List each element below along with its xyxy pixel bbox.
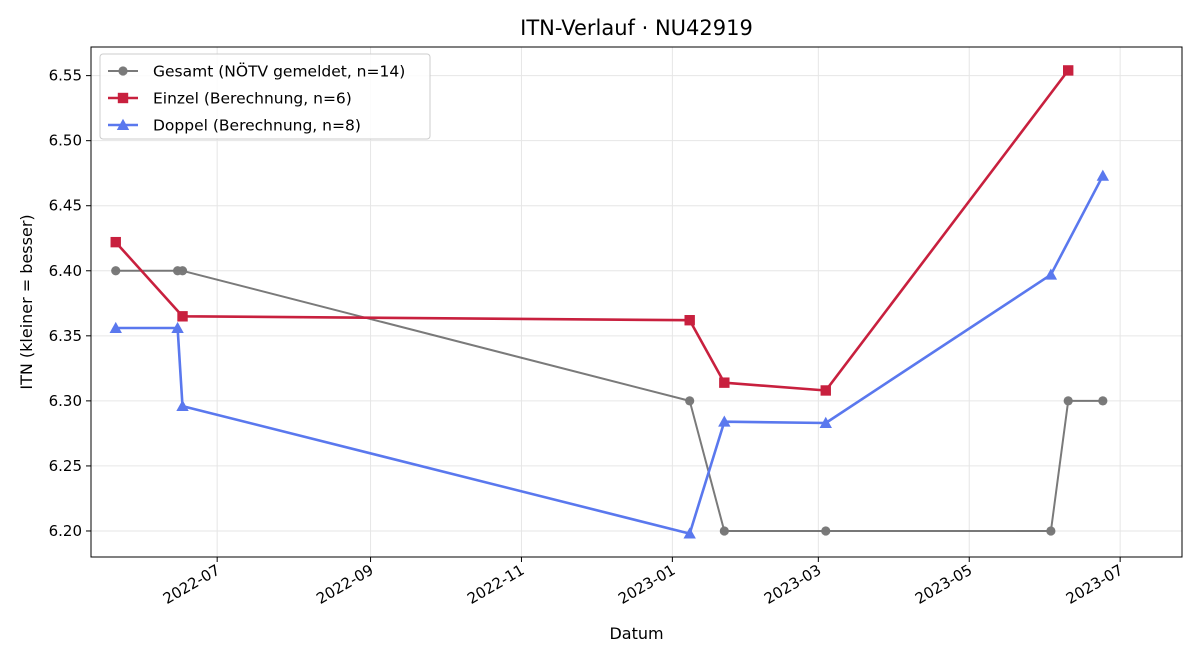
legend-marker xyxy=(118,66,128,76)
data-point xyxy=(719,377,730,388)
legend-label: Gesamt (NÖTV gemeldet, n=14) xyxy=(153,62,405,81)
series-layer xyxy=(109,65,1110,539)
data-point xyxy=(1096,169,1110,181)
data-point xyxy=(176,399,189,412)
y-tick-label: 6.45 xyxy=(49,197,82,215)
legend-marker xyxy=(117,92,129,104)
y-tick-label: 6.35 xyxy=(49,327,82,345)
series-line xyxy=(114,69,1070,392)
legend-label: Doppel (Berechnung, n=8) xyxy=(153,117,361,135)
data-point xyxy=(177,311,188,322)
y-axis: 6.20 6.25 6.30 6.35 6.40 6.45 6.50 6.55 xyxy=(49,67,91,540)
series-circle xyxy=(111,266,1108,536)
data-point xyxy=(684,315,695,326)
data-point xyxy=(821,526,831,536)
legend-box xyxy=(99,53,431,140)
y-tick-label: 6.50 xyxy=(49,132,82,150)
series-square xyxy=(110,65,1074,396)
legend-item xyxy=(108,66,138,76)
y-tick-label: 6.20 xyxy=(49,522,82,540)
legend-item xyxy=(108,92,138,104)
chart-title: ITN-Verlauf · NU42919 xyxy=(520,16,753,40)
data-point xyxy=(1046,526,1056,536)
data-point xyxy=(109,321,122,333)
data-point xyxy=(110,236,121,248)
y-tick-label: 6.40 xyxy=(49,262,82,280)
y-tick-label: 6.25 xyxy=(49,457,82,475)
data-point xyxy=(1044,268,1058,280)
data-point xyxy=(1098,396,1108,406)
plot-frame xyxy=(90,46,1183,558)
x-axis-label: Datum xyxy=(609,624,663,643)
legend-marker xyxy=(116,118,130,130)
legend-item xyxy=(108,118,138,130)
data-point xyxy=(683,527,696,539)
y-axis-label: ITN (kleiner = besser) xyxy=(17,214,36,389)
legend: Gesamt (NÖTV gemeldet, n=14) Einzel (Bere… xyxy=(99,53,431,140)
data-point xyxy=(820,385,831,396)
series-triangle xyxy=(109,169,1110,539)
data-point xyxy=(111,266,121,276)
data-point xyxy=(719,526,729,536)
series-line xyxy=(115,175,1104,535)
y-tick-label: 6.55 xyxy=(49,67,82,85)
data-point xyxy=(718,415,731,427)
legend-label: Einzel (Berechnung, n=6) xyxy=(153,90,352,108)
y-tick-label: 6.30 xyxy=(49,392,82,410)
data-point xyxy=(1062,65,1074,76)
data-point xyxy=(819,416,832,428)
data-point xyxy=(685,396,695,406)
data-point xyxy=(177,266,188,276)
data-point xyxy=(171,321,184,333)
data-point xyxy=(1063,396,1073,406)
